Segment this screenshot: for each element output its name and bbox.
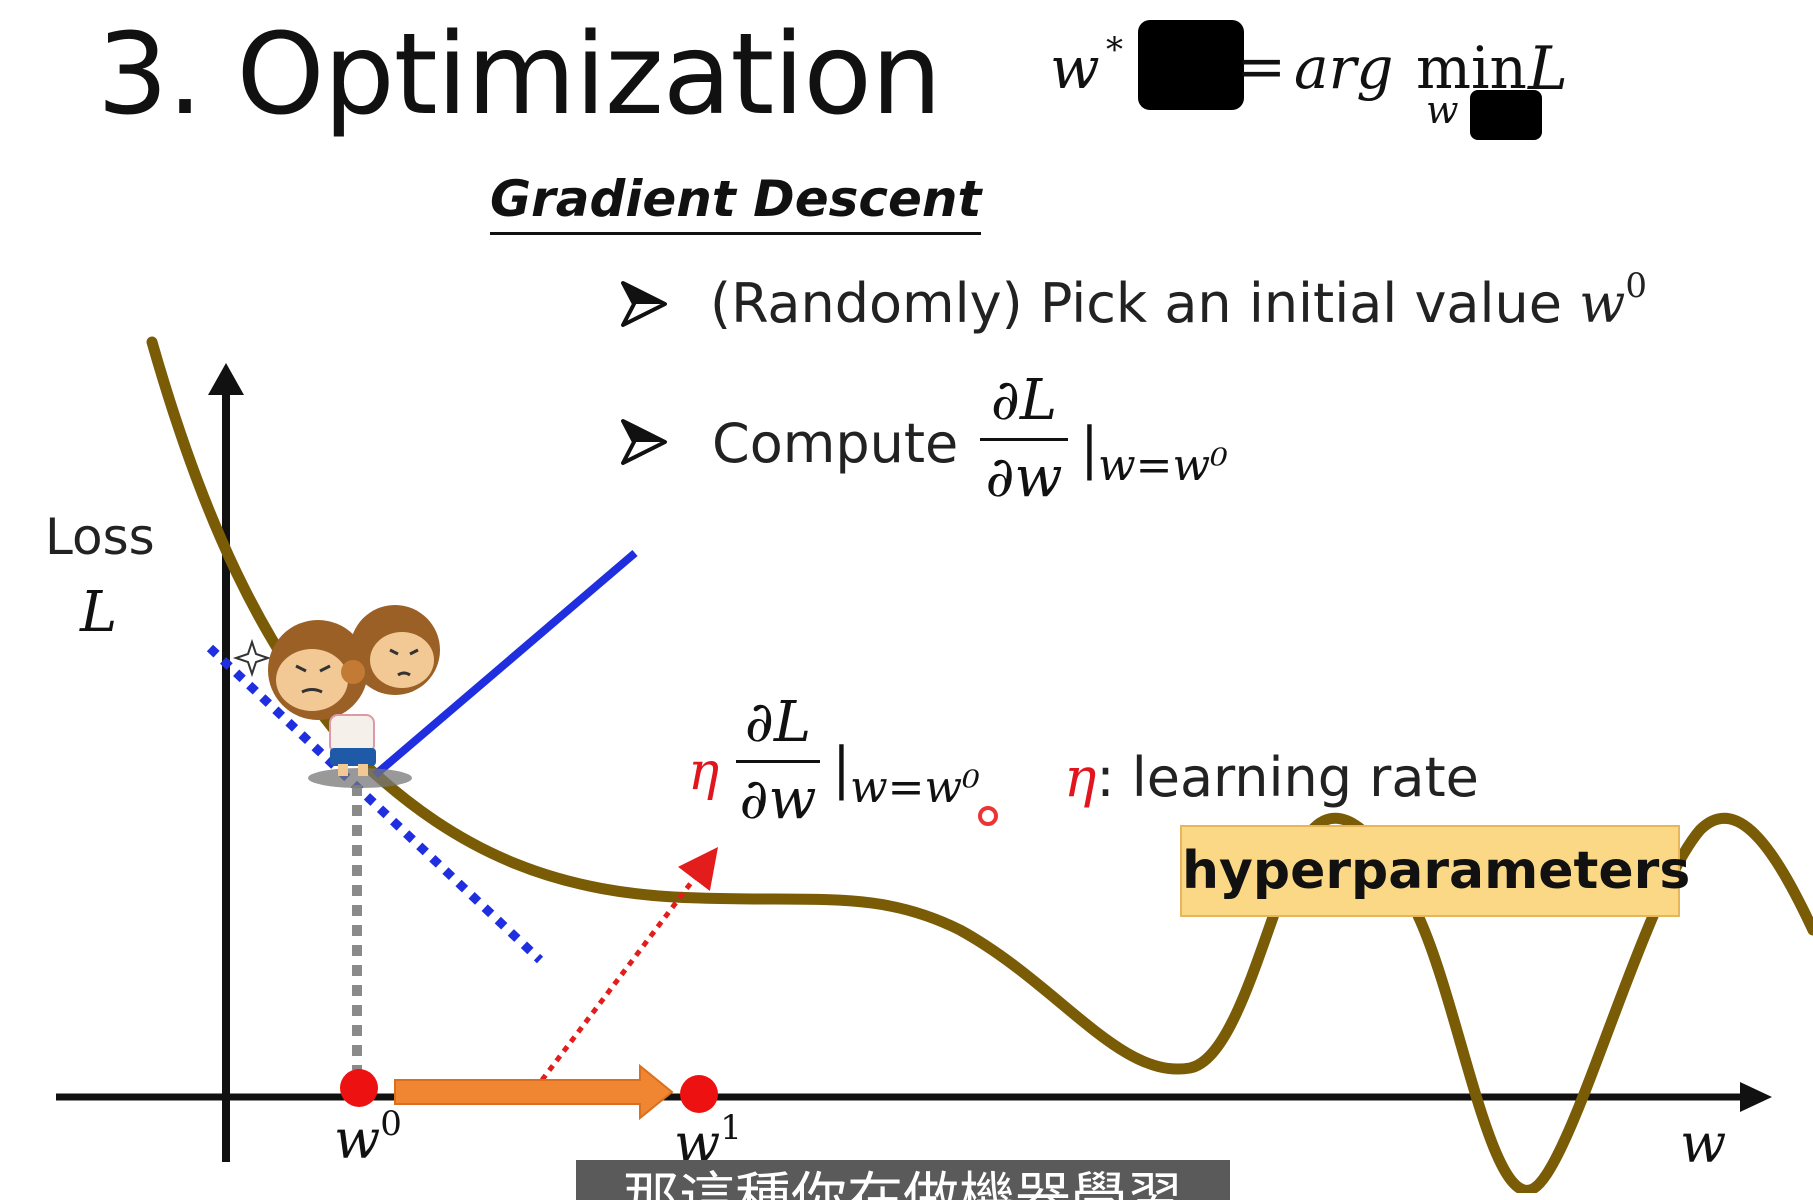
bullet-arrow-icon: [621, 419, 667, 465]
sparkle-icon: [232, 638, 272, 678]
y-axis-label: Loss: [45, 508, 155, 566]
step-eval-bar: |: [832, 736, 851, 801]
redaction-box: [1138, 20, 1244, 110]
section-title: Gradient Descent: [490, 170, 982, 235]
w0-sup: 0: [380, 1104, 402, 1144]
eq-equals: =: [1236, 32, 1287, 102]
step-eval-subscript: w=w⁰: [850, 762, 980, 813]
bullet-text: (Randomly) Pick an initial value: [710, 272, 1580, 335]
monkey-character-icon: [268, 605, 440, 788]
learning-rate-label: η: learning rate: [1064, 746, 1479, 809]
loss-curve: [146, 336, 1813, 1193]
eval-bar: |: [1080, 416, 1099, 481]
x-axis-label: w: [1680, 1112, 1727, 1175]
step-derivative-fraction: ∂L ∂w: [736, 692, 820, 830]
fraction-bar: [736, 759, 820, 763]
lr-text: : learning rate: [1096, 746, 1479, 809]
w0-var: w: [334, 1108, 381, 1171]
w1-sup: 1: [720, 1108, 742, 1148]
hyperparameters-badge: hyperparameters: [1180, 825, 1690, 917]
tangent-line: [206, 644, 544, 964]
point-w1: [680, 1075, 718, 1113]
step-arrow: [394, 1063, 674, 1121]
eq-star: *: [1106, 30, 1123, 70]
bullet-var: w: [1579, 272, 1626, 335]
lr-eta-symbol: η: [1064, 746, 1097, 809]
fraction-bar: [980, 437, 1068, 441]
slide-title: 3. Optimization: [97, 10, 942, 140]
y-axis-var: L: [80, 580, 118, 645]
eta-symbol: η: [688, 742, 720, 802]
x-axis-arrowhead: [1740, 1082, 1772, 1112]
pointer-ring: [978, 806, 998, 826]
slope-line: [372, 549, 638, 779]
point-w0: [340, 1069, 378, 1107]
argmin-equation: w * = arg min L w: [1050, 12, 1570, 142]
bullet-arrow-icon: [621, 281, 667, 327]
bullet-sup: 0: [1625, 266, 1648, 306]
w0-label: w0: [334, 1104, 402, 1171]
eq-min-subscript: w: [1426, 88, 1459, 132]
bullet-pick-initial: (Randomly) Pick an initial value w0: [710, 266, 1647, 335]
bullet-compute: Compute: [712, 412, 959, 475]
eval-subscript: w=w⁰: [1098, 440, 1228, 491]
derivative-numerator: ∂L: [990, 368, 1058, 433]
y-axis-arrowhead: [208, 363, 244, 395]
step-derivative-denominator: ∂w: [739, 766, 817, 832]
eq-w: w: [1050, 34, 1100, 102]
step-derivative-numerator: ∂L: [744, 690, 812, 755]
video-caption: 那這種你在做機器學習: [576, 1160, 1230, 1200]
eq-arg: arg: [1294, 34, 1394, 102]
redaction-box-2: [1470, 90, 1542, 140]
derivative-fraction: ∂L ∂w: [980, 370, 1068, 508]
derivative-denominator: ∂w: [985, 444, 1063, 510]
